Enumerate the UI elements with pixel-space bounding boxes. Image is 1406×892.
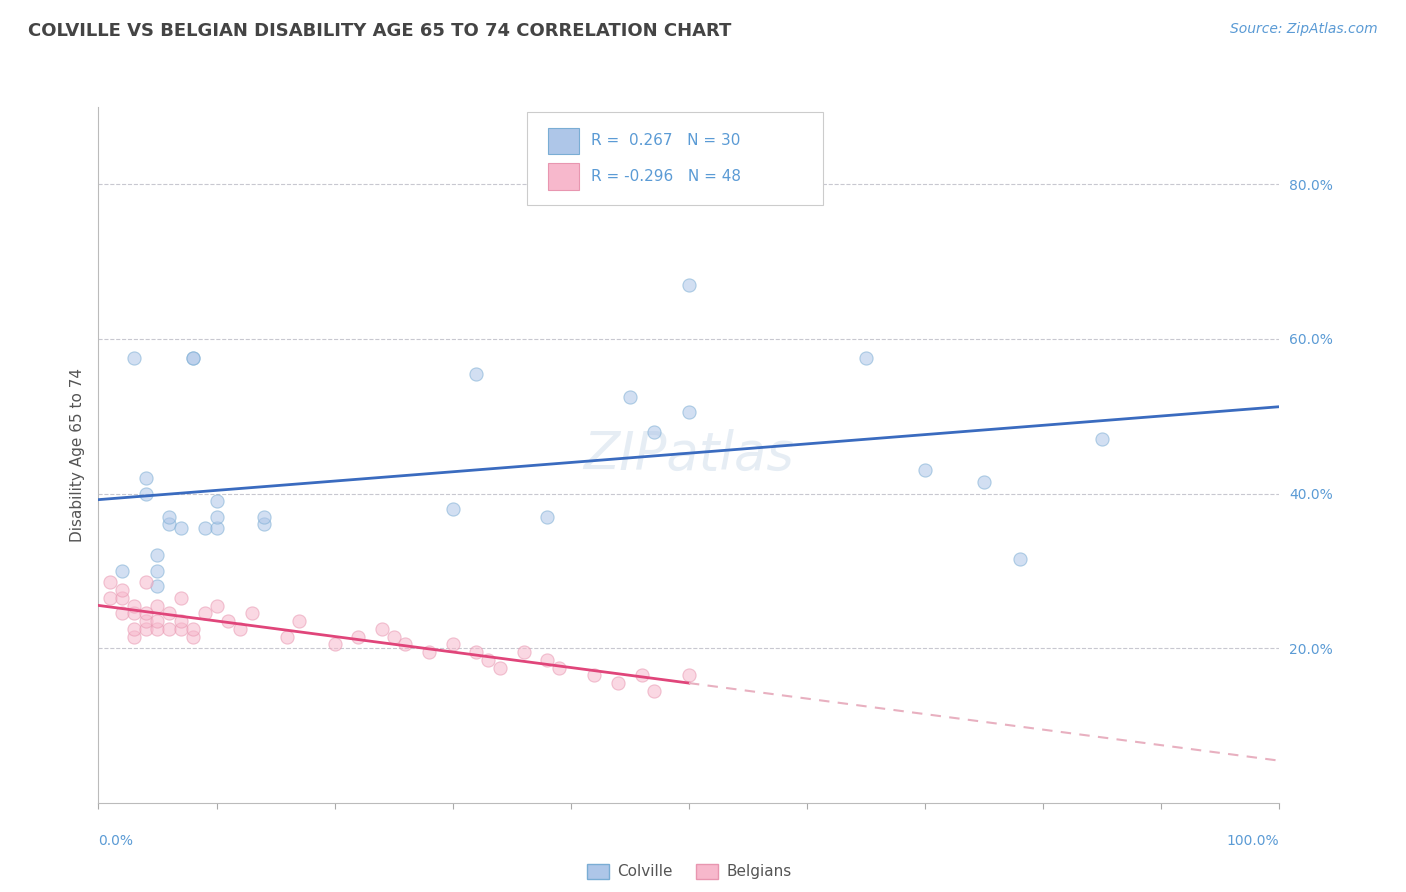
- Point: [205, 494, 228, 508]
- Text: R = -0.296   N = 48: R = -0.296 N = 48: [591, 169, 741, 184]
- Point: [678, 668, 700, 682]
- Point: [630, 668, 652, 682]
- Point: [536, 509, 558, 524]
- Point: [135, 622, 157, 636]
- Point: [146, 579, 169, 593]
- Point: [489, 660, 512, 674]
- Point: [170, 521, 193, 535]
- Point: [111, 591, 134, 605]
- Point: [146, 614, 169, 628]
- Point: [170, 622, 193, 636]
- Point: [205, 521, 228, 535]
- Point: [583, 668, 606, 682]
- Point: [135, 575, 157, 590]
- Point: [194, 521, 217, 535]
- Text: R =  0.267   N = 30: R = 0.267 N = 30: [591, 134, 740, 148]
- Point: [914, 463, 936, 477]
- Point: [146, 549, 169, 563]
- Text: 0.0%: 0.0%: [98, 834, 134, 848]
- Point: [253, 517, 276, 532]
- Point: [135, 486, 157, 500]
- Point: [122, 630, 145, 644]
- Point: [973, 475, 995, 489]
- Point: [855, 351, 877, 366]
- Point: [441, 637, 464, 651]
- Text: 100.0%: 100.0%: [1227, 834, 1279, 848]
- Point: [135, 614, 157, 628]
- Point: [122, 622, 145, 636]
- Point: [181, 630, 204, 644]
- Point: [146, 564, 169, 578]
- Point: [122, 351, 145, 366]
- Point: [441, 502, 464, 516]
- Point: [135, 607, 157, 621]
- Text: ZIPatlas: ZIPatlas: [583, 429, 794, 481]
- Point: [643, 683, 665, 698]
- Point: [181, 351, 204, 366]
- Point: [135, 471, 157, 485]
- Point: [111, 607, 134, 621]
- Point: [607, 676, 630, 690]
- Point: [157, 509, 180, 524]
- Text: COLVILLE VS BELGIAN DISABILITY AGE 65 TO 74 CORRELATION CHART: COLVILLE VS BELGIAN DISABILITY AGE 65 TO…: [28, 22, 731, 40]
- Point: [170, 614, 193, 628]
- Point: [477, 653, 499, 667]
- Point: [465, 645, 488, 659]
- Point: [146, 599, 169, 613]
- Point: [181, 622, 204, 636]
- Point: [394, 637, 416, 651]
- Point: [194, 607, 217, 621]
- Point: [323, 637, 346, 651]
- Point: [181, 351, 204, 366]
- Point: [678, 277, 700, 292]
- Point: [418, 645, 440, 659]
- Point: [548, 660, 571, 674]
- Point: [240, 607, 263, 621]
- Point: [229, 622, 252, 636]
- Point: [1008, 552, 1031, 566]
- Point: [371, 622, 394, 636]
- Point: [157, 607, 180, 621]
- Point: [678, 405, 700, 419]
- Point: [253, 509, 276, 524]
- Y-axis label: Disability Age 65 to 74: Disability Age 65 to 74: [69, 368, 84, 542]
- Point: [643, 425, 665, 439]
- Point: [288, 614, 311, 628]
- Legend: Colville, Belgians: Colville, Belgians: [581, 857, 797, 886]
- Text: Source: ZipAtlas.com: Source: ZipAtlas.com: [1230, 22, 1378, 37]
- Point: [111, 583, 134, 598]
- Point: [122, 607, 145, 621]
- Point: [619, 390, 641, 404]
- Point: [98, 591, 121, 605]
- Point: [536, 653, 558, 667]
- Point: [122, 599, 145, 613]
- Point: [157, 517, 180, 532]
- Point: [347, 630, 370, 644]
- Point: [382, 630, 405, 644]
- Point: [98, 575, 121, 590]
- Point: [465, 367, 488, 381]
- Point: [111, 564, 134, 578]
- Point: [1091, 433, 1114, 447]
- Point: [205, 509, 228, 524]
- Point: [157, 622, 180, 636]
- Point: [170, 591, 193, 605]
- Point: [276, 630, 298, 644]
- Point: [217, 614, 239, 628]
- Point: [512, 645, 534, 659]
- Point: [146, 622, 169, 636]
- Point: [205, 599, 228, 613]
